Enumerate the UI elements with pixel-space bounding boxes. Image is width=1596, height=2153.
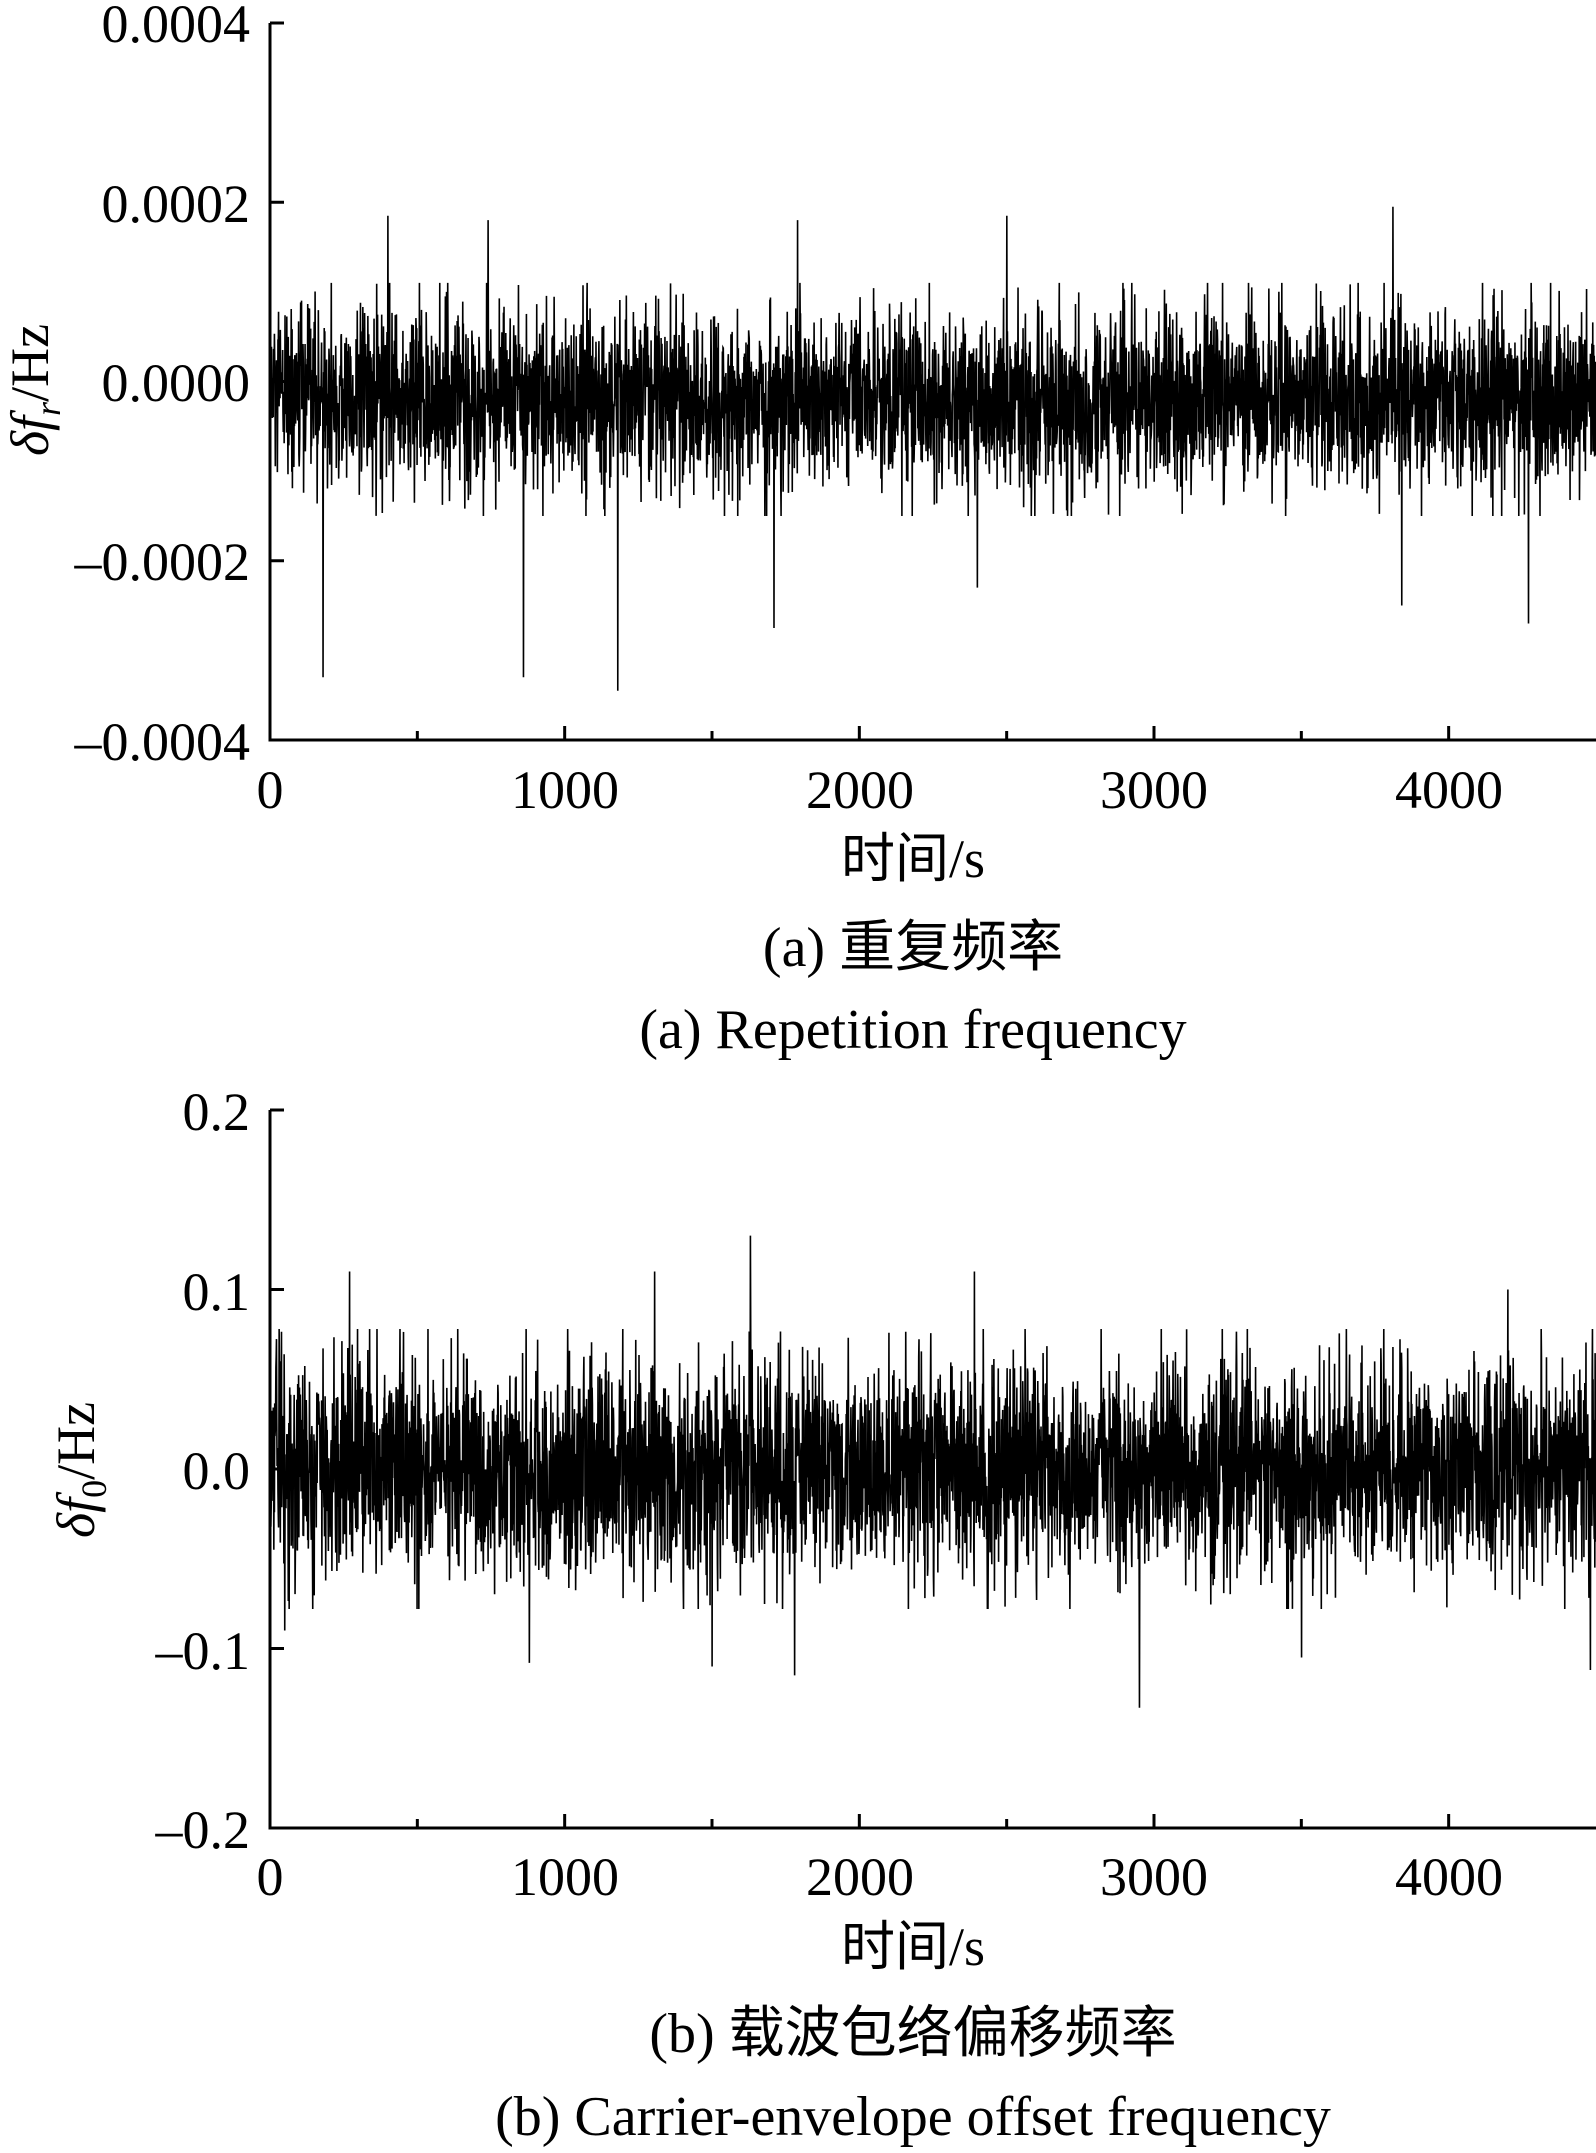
xtick-label-a-2: 2000 — [806, 760, 914, 820]
xtick-label-b-4: 4000 — [1395, 1847, 1503, 1907]
ytick-label-a-3: –0.0002 — [74, 532, 251, 592]
y-axis-label-a: δfr/Hz — [0, 324, 68, 456]
ytick-label-a-4: –0.0004 — [74, 712, 251, 772]
xtick-label-b-2: 2000 — [806, 1847, 914, 1907]
caption-en-a: (a) Repetition frequency — [639, 999, 1186, 1061]
series-line-a — [269, 206, 1596, 691]
caption-en-b: (b) Carrier-envelope offset frequency — [495, 2086, 1331, 2148]
panel-b: 0.2 0.1 0.0 –0.1 –0.2 0 1000 2000 3000 4… — [46, 1082, 1596, 2148]
ytick-label-b-2: 0.0 — [183, 1441, 251, 1501]
caption-cn-a: (a) 重复频率 — [763, 917, 1063, 979]
x-axis-label-a: 时间/s — [841, 829, 985, 889]
x-axis-label-b: 时间/s — [841, 1917, 985, 1977]
ytick-label-b-0: 0.2 — [183, 1082, 251, 1142]
xtick-label-a-3: 3000 — [1100, 760, 1208, 820]
ytick-label-a-0: 0.0004 — [102, 0, 251, 54]
xtick-label-b-3: 3000 — [1100, 1847, 1208, 1907]
ytick-label-b-1: 0.1 — [183, 1262, 251, 1322]
ytick-label-a-1: 0.0002 — [102, 174, 251, 234]
xtick-label-b-0: 0 — [257, 1847, 284, 1907]
plot-a-trace-layer — [269, 206, 1596, 691]
caption-cn-b: (b) 载波包络偏移频率 — [649, 2003, 1176, 2065]
xtick-label-a-1: 1000 — [511, 760, 619, 820]
plot-a-ticks — [270, 21, 1451, 742]
plot-b-trace-layer — [269, 1235, 1596, 1708]
xtick-label-b-1: 1000 — [511, 1847, 619, 1907]
ytick-label-b-3: –0.1 — [155, 1621, 251, 1681]
series-line-b — [269, 1235, 1596, 1708]
panel-a: 0.0004 0.0002 0.0000 –0.0002 –0.0004 0 1… — [0, 0, 1596, 1061]
xtick-label-a-4: 4000 — [1395, 760, 1503, 820]
y-axis-label-b: δf0/Hz — [46, 1402, 114, 1538]
ytick-label-a-2: 0.0000 — [102, 353, 251, 413]
xtick-label-a-0: 0 — [257, 760, 284, 820]
ytick-label-b-4: –0.2 — [155, 1800, 251, 1860]
plot-b-ticks — [270, 1108, 1451, 1830]
